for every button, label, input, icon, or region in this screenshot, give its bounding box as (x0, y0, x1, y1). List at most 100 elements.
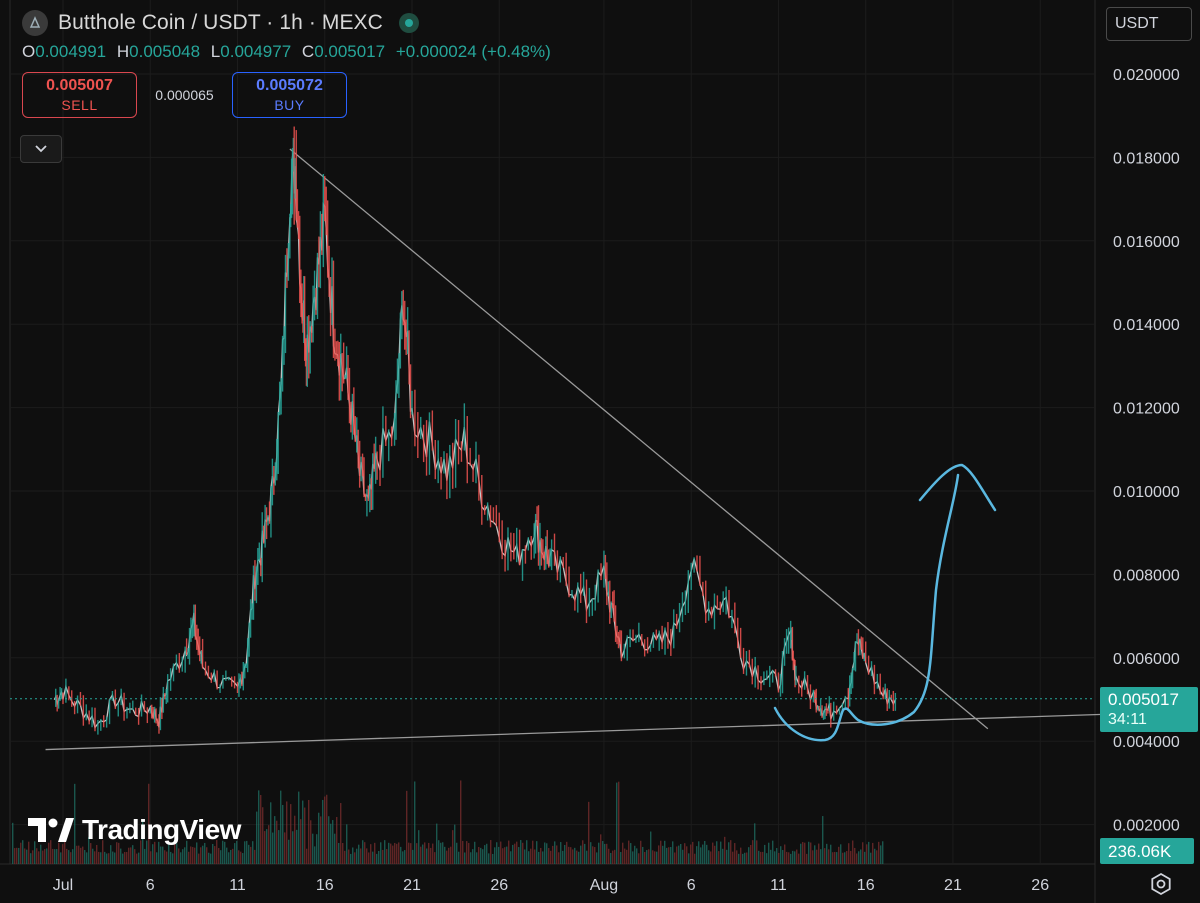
volume-bar (778, 852, 780, 864)
current-price-value: 0.005017 (1108, 690, 1179, 709)
settings-gear-icon[interactable] (1149, 872, 1173, 896)
volume-bar (634, 845, 636, 864)
volume-bar (122, 853, 124, 864)
volume-bar (452, 830, 454, 864)
volume-bar (504, 847, 506, 864)
volume-bar (718, 851, 720, 864)
y-tick-label: 0.004000 (1113, 734, 1180, 751)
volume-bar (342, 842, 344, 864)
symbol-title[interactable]: Butthole Coin / USDT · 1h · MEXC (58, 11, 383, 34)
volume-bar (728, 842, 730, 864)
volume-bar (104, 851, 106, 864)
volume-bar (132, 845, 134, 864)
volume-bar (876, 850, 878, 864)
x-tick-label: 11 (770, 877, 787, 894)
volume-bar (28, 841, 30, 864)
volume-bar (22, 840, 24, 864)
volume-bar (508, 840, 510, 864)
volume-bar (434, 852, 436, 864)
volume-bar (196, 842, 198, 864)
volume-bar (192, 847, 194, 864)
volume-bar (338, 842, 340, 864)
volume-bar (486, 843, 488, 864)
volume-bar (696, 846, 698, 864)
volume-bar (710, 851, 712, 864)
volume-bar (760, 851, 762, 864)
volume-bar (242, 853, 244, 864)
volume-bar (822, 816, 824, 864)
volume-bar (836, 852, 838, 864)
volume-bar (726, 849, 728, 864)
volume-bar (698, 841, 700, 864)
volume-bar (436, 823, 438, 864)
volume-bar (248, 844, 250, 864)
volume-bar (510, 851, 512, 864)
volume-bar (802, 842, 804, 864)
sell-label: SELL (61, 97, 98, 113)
volume-bar (806, 853, 808, 864)
volume-bar (464, 852, 466, 864)
volume-bar (482, 849, 484, 864)
buy-button[interactable]: 0.005072 BUY (232, 72, 347, 118)
low-label: L (210, 42, 221, 61)
volume-bar (668, 847, 670, 864)
y-tick-label: 0.002000 (1113, 818, 1180, 835)
volume-bar (420, 846, 422, 864)
bar-countdown: 34:11 (1108, 711, 1147, 728)
volume-bar (74, 783, 76, 864)
volume-bar (438, 840, 440, 864)
sell-button[interactable]: 0.005007 SELL (22, 72, 137, 118)
volume-bar (594, 847, 596, 864)
volume-bar (596, 852, 598, 864)
volume-bar (536, 841, 538, 864)
volume-bar (732, 851, 734, 864)
buy-label: BUY (274, 97, 305, 113)
volume-bar (16, 847, 18, 864)
x-tick-label: 21 (403, 877, 421, 894)
volume-bar (572, 849, 574, 864)
volume-bar (704, 840, 706, 864)
volume-bar (176, 843, 178, 864)
volume-bar (360, 848, 362, 864)
volume-bar (804, 842, 806, 864)
volume-bar (456, 842, 458, 864)
volume-bar (748, 847, 750, 864)
volume-bar (792, 850, 794, 864)
volume-bar (250, 846, 252, 864)
volume-bar (90, 843, 92, 864)
volume-bar (514, 843, 516, 864)
volume-bar (600, 834, 602, 864)
volume-bar (660, 840, 662, 864)
volume-bar (58, 842, 60, 864)
volume-bar (26, 849, 28, 864)
volume-bar (72, 849, 74, 864)
volume-bar (794, 851, 796, 864)
volume-bar (762, 851, 764, 864)
volume-bar (694, 853, 696, 864)
volume-bar (854, 847, 856, 864)
volume-bar (278, 830, 280, 864)
volume-bar (528, 851, 530, 864)
volume-bar (126, 851, 128, 864)
volume-bar (754, 823, 756, 864)
volume-bar (418, 830, 420, 864)
volume-bar (100, 852, 102, 864)
volume-bar (554, 841, 556, 864)
volume-bar (410, 843, 412, 864)
volume-bar (386, 849, 388, 864)
volume-bar (622, 842, 624, 864)
volume-bar (200, 847, 202, 864)
volume-bar (526, 840, 528, 864)
volume-bar (364, 842, 366, 864)
volume-bar (52, 848, 54, 864)
volume-bar (24, 848, 26, 864)
volume-bar (384, 840, 386, 864)
volume-bar (752, 840, 754, 864)
volume-bar (532, 840, 534, 864)
x-tick-label: 26 (1031, 877, 1049, 894)
status-dot-icon[interactable] (398, 13, 419, 33)
collapse-legend-button[interactable] (20, 135, 62, 163)
volume-bar (530, 848, 532, 864)
currency-selector[interactable]: USDT (1106, 7, 1192, 41)
